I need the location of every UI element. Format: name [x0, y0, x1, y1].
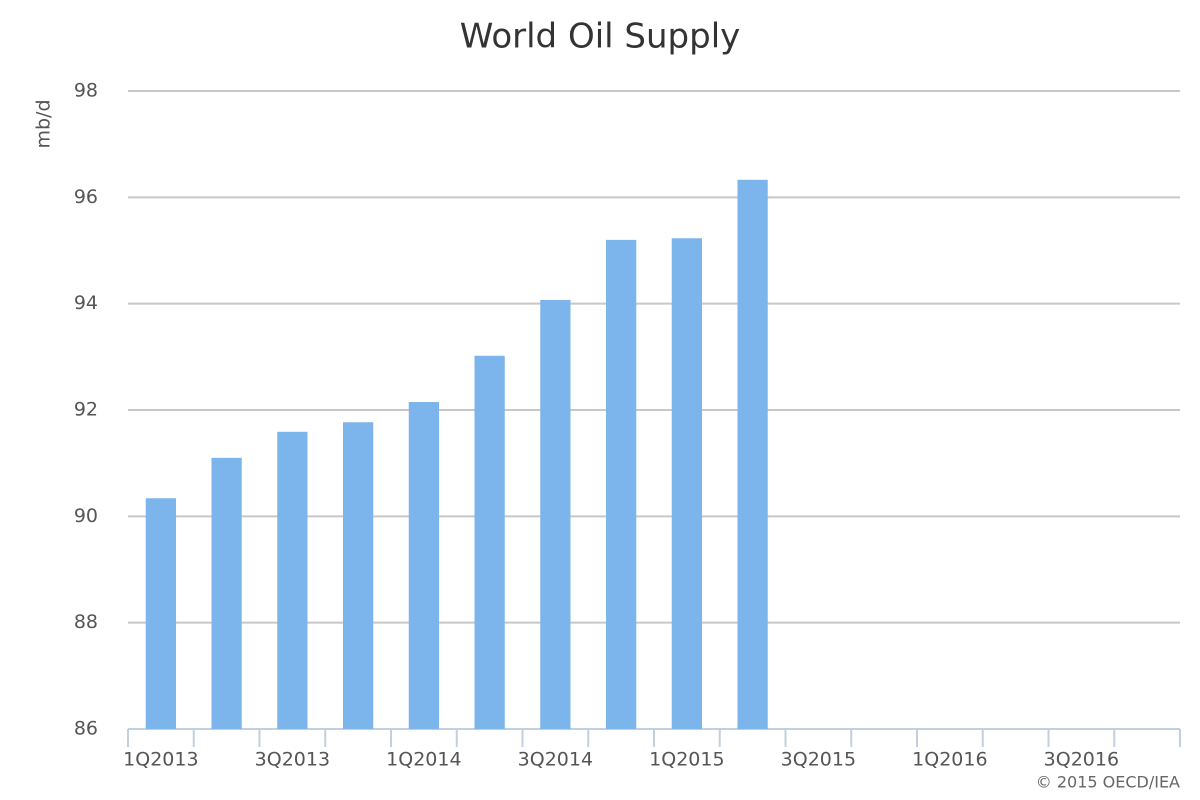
chart-title: World Oil Supply	[460, 17, 741, 57]
bar	[211, 457, 242, 729]
bar	[474, 355, 505, 729]
x-tick-label: 1Q2013	[123, 749, 198, 771]
y-tick-label: 88	[74, 611, 98, 633]
y-tick-label: 86	[74, 718, 98, 740]
credit: © 2015 OECD/IEA	[1036, 773, 1180, 792]
bar	[540, 299, 571, 729]
bar	[343, 422, 374, 729]
x-tick-label: 1Q2014	[386, 749, 461, 771]
bar	[277, 431, 308, 729]
bar	[145, 498, 176, 729]
x-tick-label: 3Q2016	[1044, 749, 1119, 771]
bar	[737, 179, 768, 729]
x-tick-label: 1Q2015	[649, 749, 724, 771]
x-tick-label: 3Q2014	[518, 749, 593, 771]
bar	[408, 402, 439, 729]
y-tick-label: 96	[74, 186, 98, 208]
bar	[671, 238, 702, 729]
y-tick-label: 92	[74, 399, 98, 421]
x-tick-label: 1Q2016	[912, 749, 987, 771]
x-tick-label: 3Q2013	[255, 749, 330, 771]
y-axis-label: mb/d	[33, 99, 55, 148]
y-tick-label: 94	[74, 292, 98, 314]
bar	[606, 239, 637, 729]
x-tick-label: 3Q2015	[781, 749, 856, 771]
y-tick-label: 90	[74, 505, 98, 527]
y-tick-label: 98	[74, 80, 98, 102]
